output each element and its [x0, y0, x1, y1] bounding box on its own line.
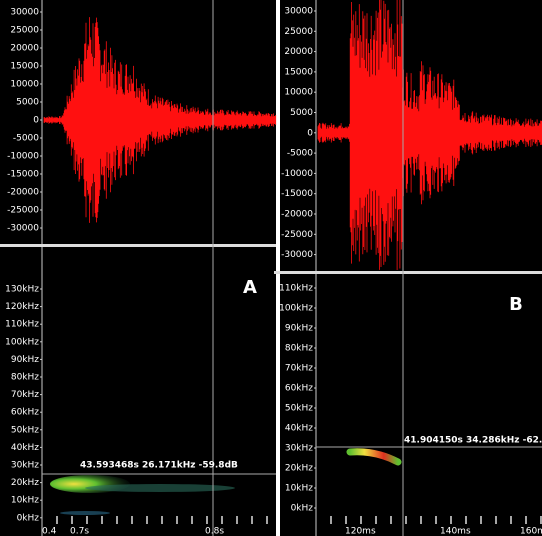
amplitude-tick-label: 25000 — [10, 26, 39, 36]
frequency-tick-label: 110kHz — [279, 284, 313, 294]
amplitude-tick-label: 20000 — [10, 44, 39, 54]
frequency-tick-label: 30kHz — [285, 444, 313, 454]
frequency-tick-label: 10kHz — [285, 484, 313, 494]
amplitude-tick-label: 30000 — [10, 8, 39, 18]
frequency-tick-label: 50kHz — [285, 404, 313, 414]
time-tick-label: 140ms — [440, 527, 471, 536]
frequency-tick-label: 110kHz — [5, 320, 39, 330]
amplitude-tick-label: -25000 — [281, 230, 313, 240]
separator — [0, 244, 276, 247]
amplitude-tick-label: -30000 — [7, 224, 39, 234]
panel-label: B — [509, 294, 523, 315]
frequency-tick-label: 90kHz — [285, 324, 313, 334]
amplitude-tick-label: -15000 — [281, 189, 313, 199]
frequency-tick-label: 0kHz — [291, 504, 314, 514]
spectrogram-low — [60, 511, 110, 515]
frequency-tick-label: 40kHz — [11, 443, 39, 453]
frequency-tick-label: 0kHz — [17, 513, 40, 523]
frequency-tick-label: 20kHz — [11, 478, 39, 488]
frequency-tick-label: 50kHz — [11, 425, 39, 435]
panel-label: A — [243, 277, 257, 298]
frequency-tick-label: 80kHz — [285, 344, 313, 354]
spectrogram-call — [346, 448, 402, 466]
frequency-tick-label: 30kHz — [11, 461, 39, 471]
frequency-tick-label: 120kHz — [5, 302, 39, 312]
waveform — [43, 17, 277, 223]
frequency-tick-label: 70kHz — [11, 390, 39, 400]
amplitude-tick-label: 0 — [33, 116, 39, 126]
amplitude-tick-label: 5000 — [16, 98, 39, 108]
time-tick-label: 0.7s — [70, 527, 89, 536]
panel-a-bg — [0, 0, 276, 536]
frequency-tick-label: 80kHz — [11, 373, 39, 383]
amplitude-tick-label: 25000 — [284, 27, 313, 37]
amplitude-tick-label: 15000 — [284, 67, 313, 77]
amplitude-tick-label: -5000 — [13, 134, 39, 144]
frequency-tick-label: 60kHz — [11, 408, 39, 418]
cursor-readout: 43.593468s 26.171kHz -59.8dB — [80, 461, 238, 471]
amplitude-tick-label: 30000 — [284, 7, 313, 17]
frequency-tick-label: 90kHz — [11, 355, 39, 365]
time-tick-label: 0.8s — [205, 527, 224, 536]
amplitude-tick-label: 10000 — [284, 88, 313, 98]
frequency-tick-label: 70kHz — [285, 364, 313, 374]
time-tick-label: 120ms — [345, 527, 376, 536]
spectrogram-tail — [85, 484, 235, 492]
frequency-tick-label: 60kHz — [285, 384, 313, 394]
cursor-readout: 41.904150s 34.286kHz -62.8dB — [404, 436, 542, 446]
amplitude-tick-label: -30000 — [281, 250, 313, 260]
separator — [274, 271, 542, 274]
amplitude-tick-label: -5000 — [287, 149, 313, 159]
amplitude-tick-label: -20000 — [7, 188, 39, 198]
amplitude-tick-label: 15000 — [10, 62, 39, 72]
amplitude-tick-label: 20000 — [284, 47, 313, 57]
frequency-tick-label: 10kHz — [11, 496, 39, 506]
frequency-tick-label: 130kHz — [5, 285, 39, 295]
waveform — [317, 0, 542, 270]
amplitude-tick-label: -10000 — [7, 152, 39, 162]
amplitude-tick-label: -25000 — [7, 206, 39, 216]
frequency-tick-label: 40kHz — [285, 424, 313, 434]
frequency-tick-label: 20kHz — [285, 464, 313, 474]
amplitude-tick-label: 10000 — [10, 80, 39, 90]
time-tick-label: 160ms — [520, 527, 542, 536]
amplitude-tick-label: -15000 — [7, 170, 39, 180]
amplitude-tick-label: 0 — [307, 128, 313, 138]
amplitude-tick-label: -10000 — [281, 169, 313, 179]
amplitude-tick-label: -20000 — [281, 210, 313, 220]
frequency-tick-label: 100kHz — [279, 304, 313, 314]
amplitude-tick-label: 5000 — [290, 108, 313, 118]
frequency-tick-label: 100kHz — [5, 337, 39, 347]
time-tick-label: 0.4 — [42, 527, 57, 536]
